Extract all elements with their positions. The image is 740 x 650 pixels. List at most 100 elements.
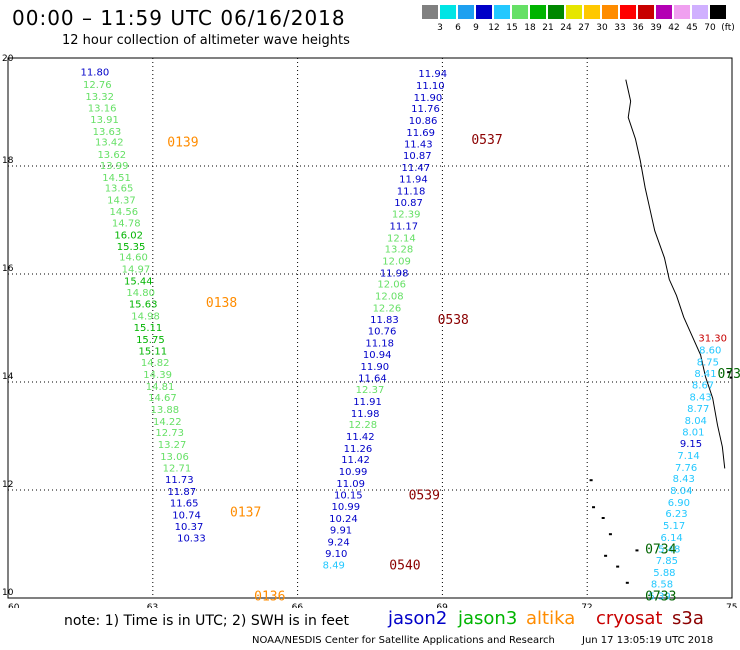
wave-height-value: 10.99: [339, 467, 368, 478]
wave-height-value: 12.14: [387, 233, 416, 244]
x-tick-label: 72: [581, 603, 592, 608]
wave-height-value: 15.44: [124, 276, 153, 287]
scale-label: 18: [524, 23, 536, 33]
scale-swatch: [710, 5, 726, 19]
y-tick-label: 12: [2, 480, 13, 490]
wave-height-value: 14.51: [102, 173, 131, 184]
wave-height-value: 12.37: [356, 385, 385, 396]
y-tick-label: 14: [2, 372, 14, 382]
wave-height-value: 16.02: [114, 231, 143, 242]
wave-height-value: 8.04: [670, 486, 692, 497]
scale-swatch: [620, 5, 636, 19]
island: [608, 533, 612, 536]
wave-height-value: 10.86: [409, 116, 438, 127]
pass-time-label: 0137: [230, 506, 261, 521]
wave-height-value: 11.73: [165, 475, 194, 486]
scale-swatch: [440, 5, 456, 19]
wave-height-value: 12.26: [373, 303, 402, 314]
wave-height-value: 11.94: [399, 174, 428, 185]
island: [616, 565, 620, 568]
wave-height-value: 13.27: [158, 440, 187, 451]
wave-height-value: 13.32: [85, 92, 114, 103]
wave-height-value: 11.87: [167, 487, 196, 498]
footer-note: note: 1) Time is in UTC; 2) SWH is in fe…: [64, 613, 350, 629]
wave-height-value: 11.69: [406, 128, 435, 139]
scale-label: 9: [473, 23, 479, 33]
footer: note: 1) Time is in UTC; 2) SWH is in fe…: [0, 608, 740, 650]
x-tick-label: 69: [436, 603, 448, 608]
wave-height-value: 12.06: [377, 280, 406, 291]
wave-height-value: 8.43: [673, 474, 695, 485]
island: [635, 549, 639, 552]
pass-time-label: 0540: [389, 559, 420, 574]
legend-s3a: s3a: [672, 608, 704, 629]
wave-height-value: 11.26: [344, 444, 373, 455]
pass-time-label: 0537: [471, 133, 502, 148]
wave-height-value: 11.18: [397, 186, 426, 197]
pass-time-label: 0734: [645, 542, 676, 557]
scale-swatch: [638, 5, 654, 19]
wave-height-value: 8.75: [697, 357, 719, 368]
wave-height-value: 11.42: [341, 455, 370, 466]
pass-time-label: 0136: [254, 589, 285, 604]
wave-height-value: 10.15: [334, 490, 363, 501]
wave-height-value: 11.98: [380, 268, 409, 279]
wave-height-value: 13.88: [151, 405, 180, 416]
wave-height-value: 11.18: [365, 339, 394, 350]
scale-label: 45: [686, 23, 698, 33]
pass-time-label: 0139: [167, 136, 198, 151]
island: [625, 581, 629, 584]
pass-time-label: 0733: [645, 589, 676, 604]
wave-height-value: 8.04: [685, 416, 707, 427]
wave-height-value: 8.60: [699, 346, 721, 357]
wave-height-value: 13.16: [88, 104, 117, 115]
scale-swatch: [584, 5, 600, 19]
wave-height-value: 6.90: [668, 498, 690, 509]
wave-height-value: 14.82: [141, 358, 170, 369]
wave-height-value: 12.73: [155, 428, 184, 439]
wave-height-value: 11.98: [351, 409, 380, 420]
island: [604, 554, 608, 557]
wave-height-value: 5.39: [648, 591, 670, 602]
scale-swatch: [422, 5, 438, 19]
wave-height-value: 13.63: [93, 127, 122, 138]
wave-height-value: 11.10: [416, 81, 445, 92]
legend-jason3: jason3: [458, 608, 518, 629]
wave-height-value: 14.39: [143, 370, 172, 381]
scale-label: 39: [650, 23, 662, 33]
scale-swatch: [530, 5, 546, 19]
wave-height-value: 14.37: [107, 195, 136, 206]
scale-label: 12: [488, 23, 500, 33]
scale-label: 21: [542, 23, 554, 33]
wave-height-value: 13.91: [90, 115, 119, 126]
y-tick-label: 18: [2, 156, 14, 166]
wave-height-value: 5.48: [658, 544, 680, 555]
wave-height-value: 11.47: [402, 163, 431, 174]
wave-height-value: 8.01: [682, 428, 704, 439]
wave-height-value: 8.58: [651, 579, 673, 590]
wave-height-value: 12.28: [348, 420, 377, 431]
wave-height-value: 10.94: [363, 350, 392, 361]
wave-height-value: 13.06: [160, 452, 189, 463]
scale-label: 70: [704, 23, 716, 33]
x-tick-label: 66: [292, 603, 304, 608]
x-tick-label: 60: [8, 603, 20, 608]
scale-swatch: [512, 5, 528, 19]
scale-swatch: [566, 5, 582, 19]
scale-label: 42: [668, 23, 680, 33]
island: [727, 371, 731, 374]
wave-height-value: 11.91: [353, 397, 382, 408]
wave-height-value: 5.17: [663, 521, 685, 532]
wave-height-value: 11.80: [81, 68, 110, 79]
wave-height-value: 14.80: [126, 288, 155, 299]
wave-height-value: 7.76: [675, 463, 697, 474]
wave-height-value: 11.43: [404, 139, 433, 150]
wave-height-value: 9.91: [330, 525, 352, 536]
wave-height-value: 14.60: [119, 253, 148, 264]
scale-label: 6: [455, 23, 461, 33]
island: [729, 376, 733, 379]
scale-label: 27: [578, 23, 590, 33]
wave-height-value: 7.85: [656, 556, 678, 567]
wave-height-value: 14.81: [146, 382, 175, 393]
scale-label: 3: [437, 23, 443, 33]
